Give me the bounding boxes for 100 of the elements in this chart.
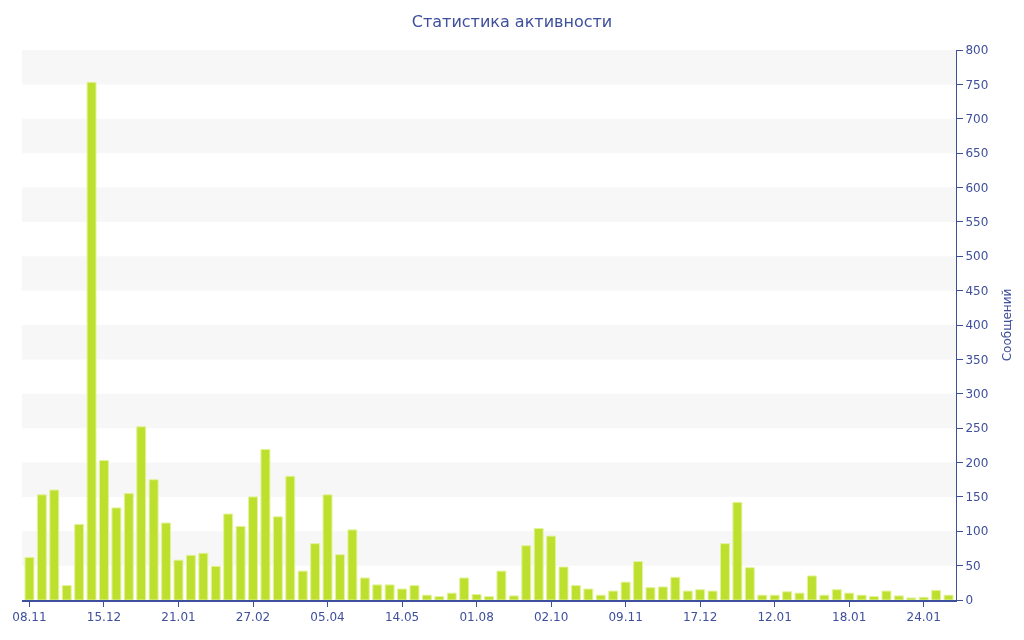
bar [347,529,358,600]
bar [906,597,917,600]
bar [111,507,122,600]
x-tick-label: 17.12 [682,610,718,625]
bar [297,570,308,600]
bar [869,596,879,600]
x-tick-label: 05.04 [310,610,345,625]
bar [173,559,184,600]
bar [446,592,457,600]
bar [782,591,793,600]
bar [570,585,581,600]
bar [819,594,830,600]
bar [310,543,321,600]
bar [185,554,196,600]
x-tick-label: 09.11 [608,610,643,625]
bar [856,594,867,600]
bar [707,590,718,600]
bar [99,459,109,600]
y-tick-label: 100 [965,524,989,539]
bar [608,590,619,600]
bar [695,589,706,600]
x-tick-label: 27.02 [235,610,271,625]
bar [49,489,60,600]
bar [583,588,594,600]
bar [744,567,755,600]
bar [61,585,72,600]
bar [794,592,805,600]
y-tick-label: 750 [965,77,989,92]
bar [620,581,631,600]
y-tick-label: 350 [965,352,989,367]
bar [86,81,97,600]
bar [272,516,283,600]
bar [372,584,383,600]
bar [421,594,432,600]
y-tick-label: 400 [965,318,989,333]
bar [496,570,507,600]
bar [434,596,445,600]
y-axis-title: Сообщений [1000,288,1015,362]
y-tick-label: 550 [965,215,989,230]
y-tick-label: 150 [965,490,989,505]
bar [223,513,234,600]
bar [285,475,296,600]
x-tick-label: 01.08 [459,610,494,625]
x-tick-label: 12.01 [757,610,792,625]
bar [123,492,134,600]
bar [769,594,780,600]
bar [24,556,35,600]
chart-title: Статистика активности [411,12,613,32]
bar [633,561,644,600]
bar [670,576,681,600]
bar [831,589,842,600]
bar [397,588,408,600]
y-tick-label: 50 [965,558,981,573]
bar [844,592,855,600]
bar [198,552,209,600]
y-tick-label: 800 [965,43,989,58]
bar [322,494,333,600]
bar [546,535,557,600]
bar [484,596,494,600]
bar [893,595,904,600]
bar [74,523,85,600]
y-tick-label: 500 [965,249,989,264]
bar [806,575,817,600]
bar [471,594,482,600]
bar [682,590,693,600]
y-tick-label: 600 [965,180,989,195]
bar [533,528,544,600]
bar [918,596,929,600]
bar [521,545,532,600]
bar [732,501,743,600]
y-tick-label: 0 [965,593,974,608]
y-tick-label: 200 [965,455,989,470]
x-tick-label: 15.12 [86,610,122,625]
bar [558,566,569,600]
bar [359,577,370,600]
bar [148,479,159,600]
x-tick-label: 21.01 [161,610,196,625]
x-tick-label: 14.05 [384,610,420,625]
bar [210,565,221,600]
bar [757,594,768,600]
y-tick-label: 300 [965,386,989,401]
bar [248,496,258,600]
bar [720,543,730,600]
y-tick-label: 450 [965,283,989,298]
bar [595,594,606,600]
y-tick-label: 650 [965,146,989,161]
bar [508,595,519,600]
bar [657,586,668,600]
bar [881,590,892,600]
bar [260,448,271,600]
y-tick-label: 700 [965,111,989,126]
x-tick-label: 08.11 [12,610,47,625]
x-tick-label: 24.01 [906,610,941,625]
bar [235,525,246,600]
bar [943,594,954,600]
y-tick-label: 250 [965,421,989,436]
bar [384,584,395,600]
bar [931,589,942,600]
x-tick-label: 18.01 [832,610,867,625]
bar [409,585,420,600]
